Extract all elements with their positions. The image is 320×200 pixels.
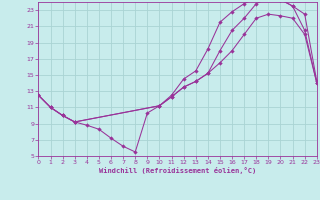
X-axis label: Windchill (Refroidissement éolien,°C): Windchill (Refroidissement éolien,°C) [99,167,256,174]
